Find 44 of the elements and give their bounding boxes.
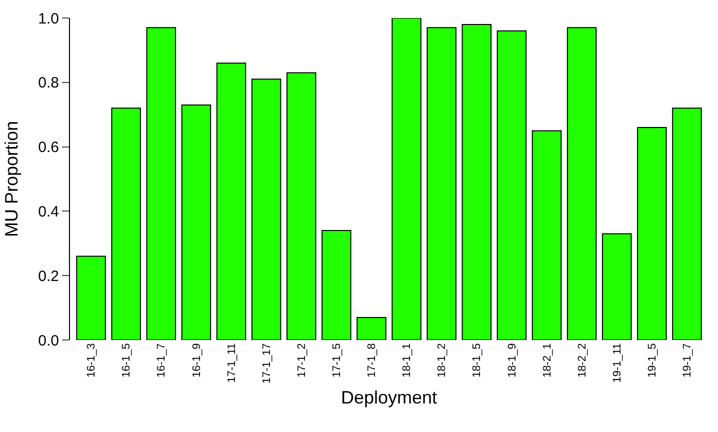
x-tick-label: 19-1_5	[646, 343, 658, 378]
x-tick-label: 16-1_3	[86, 343, 98, 378]
bar	[356, 316, 386, 340]
x-tick-label: 16-1_7	[156, 343, 168, 378]
x-tick-label: 18-2_2	[576, 343, 588, 378]
bar	[216, 62, 246, 340]
x-tick-label: 18-2_1	[541, 343, 554, 378]
bar	[532, 130, 562, 340]
x-tick-label: 18-1_5	[471, 343, 484, 378]
y-tick-label: 0.4	[38, 203, 59, 220]
x-axis-title: Deployment	[340, 388, 438, 408]
bar	[392, 18, 422, 340]
x-tick-label: 17-1_2	[296, 343, 308, 378]
bar	[111, 108, 141, 340]
x-tick-label: 16-1_9	[190, 343, 203, 378]
x-tick-label: 19-1_11	[611, 343, 624, 383]
x-tick-label: 18-1_1	[401, 343, 414, 378]
x-tick-label: 17-1_17	[260, 343, 273, 384]
x-tick-label: 18-1_9	[506, 343, 518, 378]
bar	[181, 104, 212, 340]
bar	[462, 24, 492, 340]
bar	[76, 256, 106, 340]
y-tick-label: 0.8	[38, 74, 59, 92]
bar	[672, 108, 702, 340]
x-tick-label: 18-1_2	[436, 343, 448, 378]
x-tick-label: 17-1_5	[330, 343, 343, 378]
bar	[322, 230, 352, 340]
y-axis-title: MU Proportion	[1, 120, 22, 238]
y-tick-label: 0.0	[38, 332, 59, 350]
bar	[251, 78, 282, 340]
bar	[637, 126, 667, 340]
x-tick-label: 17-1_8	[366, 343, 378, 378]
y-tick-label: 0.2	[38, 268, 59, 285]
bar	[146, 27, 176, 340]
y-tick-label: 0.6	[38, 139, 59, 156]
bar	[496, 30, 527, 340]
bar	[566, 27, 597, 340]
y-tick-label: 1.0	[38, 10, 59, 28]
bar	[602, 233, 632, 340]
x-tick-label: 19-1_7	[682, 343, 694, 378]
bar	[286, 72, 316, 340]
bar	[426, 27, 456, 340]
x-tick-label: 17-1_11	[226, 343, 238, 383]
x-tick-label: 16-1_5	[120, 343, 133, 378]
